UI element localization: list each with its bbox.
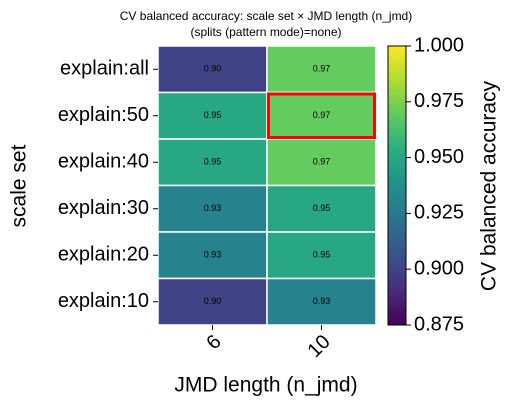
colorbar-tick-label: 0.950 bbox=[414, 146, 464, 168]
cell-value-label: 0.95 bbox=[204, 110, 222, 120]
x-tick-label: 10 bbox=[303, 331, 334, 362]
colorbar-tick-label: 1.000 bbox=[414, 34, 464, 56]
colorbar-tick-label: 0.975 bbox=[414, 90, 464, 112]
colorbar bbox=[387, 45, 407, 326]
y-tick-label: explain:all bbox=[60, 58, 149, 80]
highlight-box bbox=[267, 92, 376, 139]
chart-title: CV balanced accuracy: scale set × JMD le… bbox=[120, 9, 412, 23]
cell-value-label: 0.93 bbox=[204, 203, 222, 213]
cell-value-label: 0.90 bbox=[204, 296, 222, 306]
cell-value-label: 0.93 bbox=[204, 250, 222, 260]
colorbar-label: CV balanced accuracy bbox=[478, 80, 501, 291]
cell-value-label: 0.95 bbox=[313, 203, 331, 213]
y-tick-label: explain:20 bbox=[58, 244, 149, 266]
heatmap-cell bbox=[157, 231, 268, 280]
cell-value-label: 0.93 bbox=[313, 296, 331, 306]
heatmap-cell bbox=[266, 277, 377, 326]
heatmap-cell bbox=[266, 184, 377, 233]
cell-value-label: 0.90 bbox=[204, 64, 222, 74]
x-axis-label: JMD length (n_jmd) bbox=[174, 374, 357, 397]
y-tick-label: explain:50 bbox=[58, 104, 149, 126]
colorbar-tick-label: 0.925 bbox=[414, 202, 464, 224]
colorbar-tick-label: 0.900 bbox=[414, 257, 464, 279]
y-axis-label: scale set bbox=[8, 144, 31, 227]
chart-subtitle: (splits (pattern mode)=none) bbox=[190, 25, 341, 39]
colorbar-tick-label: 0.875 bbox=[414, 313, 464, 335]
cell-value-label: 0.97 bbox=[313, 157, 331, 167]
x-tick-label: 6 bbox=[202, 331, 225, 354]
cell-value-label: 0.97 bbox=[313, 64, 331, 74]
y-tick-label: explain:10 bbox=[58, 290, 149, 312]
heatmap-cell bbox=[266, 138, 377, 187]
heatmap-cell bbox=[157, 277, 268, 326]
cell-value-label: 0.95 bbox=[313, 250, 331, 260]
y-tick-label: explain:40 bbox=[58, 151, 149, 173]
heatmap-cell bbox=[266, 45, 377, 94]
y-tick-label: explain:30 bbox=[58, 197, 149, 219]
cell-value-label: 0.95 bbox=[204, 157, 222, 167]
cell-value-label: 0.97 bbox=[313, 110, 331, 120]
